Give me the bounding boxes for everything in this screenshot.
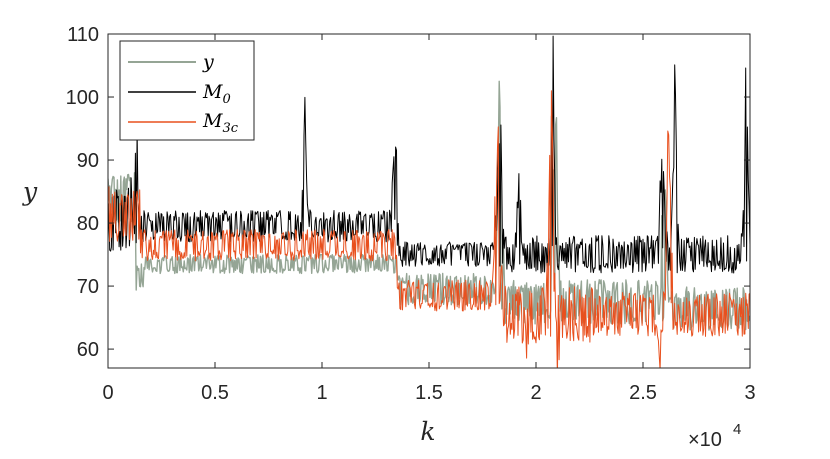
legend-box xyxy=(119,40,255,141)
x-tick-label: 1.5 xyxy=(415,382,443,404)
x-tick-label: 3 xyxy=(744,382,755,404)
x-axis-label: k xyxy=(420,417,435,446)
y-tick-label: 80 xyxy=(77,213,99,235)
legend-label-y-main: y xyxy=(202,51,214,73)
legend-label-m0: M0 xyxy=(202,81,231,107)
x-tick-label: 1 xyxy=(316,382,327,404)
y-axis-label: y xyxy=(22,177,38,206)
x-tick-label: 2 xyxy=(530,382,541,404)
x-axis-exponent: ×10 4 xyxy=(688,421,741,451)
series-line-m3c xyxy=(108,90,750,368)
x-tick-label: 0 xyxy=(102,382,113,404)
legend-label-m3c-main: M xyxy=(202,110,223,132)
series-line-y xyxy=(108,80,750,331)
y-tick-label: 100 xyxy=(66,87,99,109)
legend-label-m0-sub: 0 xyxy=(222,92,230,107)
y-tick-label: 60 xyxy=(77,339,99,361)
legend: y M0 M3c xyxy=(119,40,255,141)
y-tick-label: 110 xyxy=(67,24,99,46)
x-tick-label: 2.5 xyxy=(629,382,657,404)
y-tick-label: 90 xyxy=(77,150,99,172)
series-layer xyxy=(108,35,750,368)
legend-label-m0-main: M xyxy=(202,81,223,103)
x-tick-label: 0.5 xyxy=(201,382,229,404)
y-tick-label: 70 xyxy=(77,276,99,298)
y-axis-ticks: 60 70 80 90 100 110 xyxy=(66,24,750,361)
x-exponent-base: ×10 xyxy=(688,429,722,451)
series-line-m0 xyxy=(108,35,750,274)
legend-label-m3c: M3c xyxy=(202,110,239,136)
x-exponent-power: 4 xyxy=(733,421,741,438)
legend-label-y: y xyxy=(202,51,214,73)
x-axis-ticks: 0 0.5 1 1.5 2 2.5 3 xyxy=(102,34,756,404)
legend-label-m3c-sub: 3c xyxy=(222,121,238,136)
